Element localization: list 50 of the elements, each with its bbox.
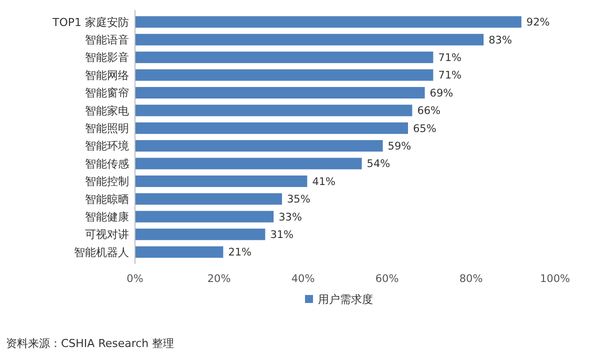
bar	[135, 228, 266, 240]
text: 54%	[366, 158, 390, 170]
x-tick-label: 0%	[126, 273, 144, 285]
bar	[135, 34, 484, 46]
y-tick-label: 智能晾晒	[85, 192, 129, 206]
y-tick-label: 智能环境	[85, 140, 129, 153]
y-tick-label: 智能窗帘	[85, 86, 129, 100]
text: 41%	[312, 176, 336, 188]
y-tick-label: 可视对讲	[85, 228, 129, 242]
y-tick-label: 智能家电	[85, 104, 129, 118]
y-tick-label: 智能照明	[85, 122, 129, 135]
text: 31%	[270, 229, 294, 242]
x-tick-label: 40%	[291, 273, 315, 285]
bar	[135, 122, 408, 134]
bar	[135, 16, 522, 28]
y-tick-label: 智能控制	[85, 175, 129, 188]
text: 59%	[388, 140, 412, 153]
bar	[135, 140, 383, 152]
bar	[135, 69, 434, 81]
x-tick-label: 60%	[375, 273, 399, 285]
y-tick-label: TOP1 家庭安防	[51, 16, 129, 29]
text: 69%	[430, 87, 454, 100]
x-tick-label: 80%	[459, 273, 483, 285]
text: 35%	[287, 194, 310, 206]
y-tick-label: 智能网络	[85, 68, 129, 82]
y-tick-label: 智能语音	[85, 34, 129, 46]
text: 83%	[488, 34, 512, 46]
bar	[135, 193, 282, 205]
legend-label: 用户需求度	[318, 292, 373, 306]
text: 66%	[417, 105, 441, 118]
y-tick-label: 智能机器人	[74, 246, 129, 259]
bar	[135, 158, 362, 170]
text: 71%	[438, 70, 462, 82]
bar	[135, 86, 425, 98]
text: 33%	[278, 211, 302, 224]
text: 92%	[526, 16, 550, 29]
bar	[135, 210, 274, 222]
text: 71%	[438, 52, 462, 64]
bar	[135, 52, 434, 64]
x-tick-label: 100%	[540, 273, 570, 285]
bar	[135, 176, 308, 188]
bar	[135, 246, 224, 258]
y-tick-label: 智能健康	[85, 210, 129, 224]
bar	[135, 104, 412, 116]
text: 21%	[228, 246, 252, 259]
y-tick-label: 智能传感	[85, 157, 129, 170]
text: 65%	[413, 122, 436, 135]
text: 资料来源：CSHIA Research 整理	[6, 337, 174, 350]
x-tick-label: 20%	[207, 273, 231, 285]
y-tick-label: 智能影音	[85, 51, 129, 64]
